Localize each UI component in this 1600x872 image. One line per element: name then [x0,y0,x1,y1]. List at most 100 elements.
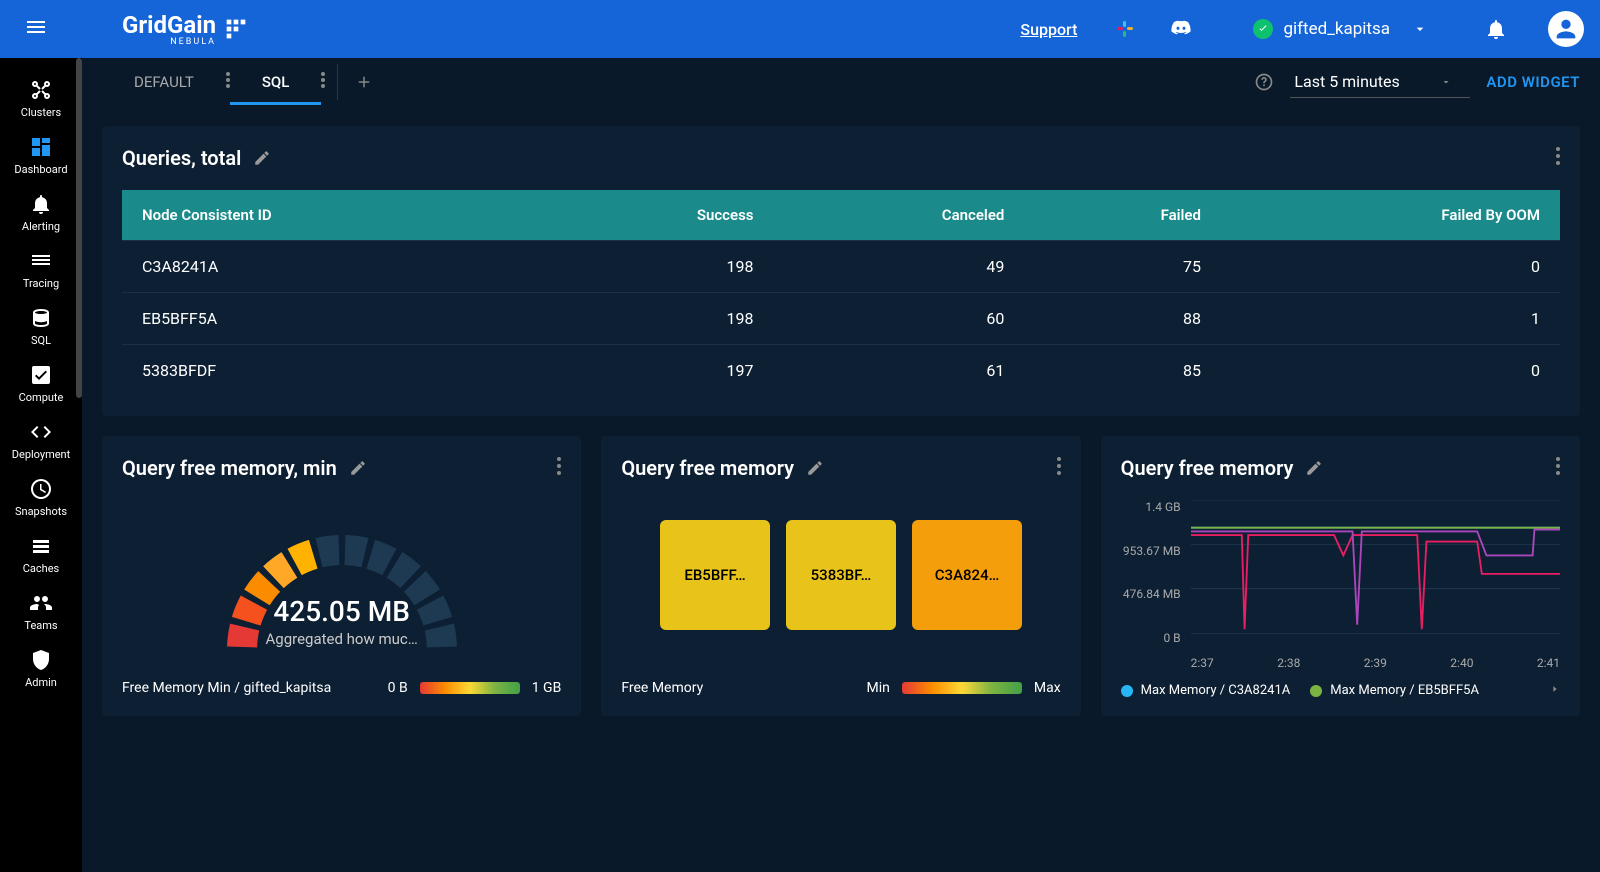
clusters-icon [29,78,53,102]
table-cell: 5383BFDF [122,345,537,397]
table-cell: 49 [774,241,1025,293]
table-cell: 1 [1221,293,1560,345]
legend-dot [1310,685,1322,697]
compute-icon [29,363,53,387]
table-cell: 75 [1024,241,1221,293]
user-avatar[interactable] [1548,11,1584,47]
table-cell: 88 [1024,293,1221,345]
table-header: Node Consistent ID [122,190,537,241]
legend-label: Max Memory / EB5BFF5A [1330,683,1479,698]
sidebar-item-caches[interactable]: Caches [8,526,74,583]
panel-menu-icon[interactable] [1556,147,1560,169]
table-header: Canceled [774,190,1025,241]
legend-more-icon[interactable] [1550,683,1560,698]
y-axis-label: 1.4 GB [1121,500,1181,514]
panel-title: Query free memory [1121,456,1294,480]
dashboard-icon [29,135,53,159]
edit-icon[interactable] [253,149,271,167]
edit-icon[interactable] [1305,459,1323,477]
notifications-icon[interactable] [1484,17,1508,41]
x-axis-label: 2:40 [1450,656,1473,670]
sidebar-item-label: Caches [23,562,59,575]
heatmap-tile[interactable]: C3A824… [912,520,1022,630]
sidebar-item-label: SQL [31,334,51,347]
chevron-down-icon [1440,76,1452,88]
sidebar-item-label: Clusters [21,106,61,119]
panel-menu-icon[interactable] [1057,457,1061,479]
panel-menu-icon[interactable] [1556,457,1560,479]
cluster-name: gifted_kapitsa [1283,19,1390,39]
gauge-panel: Query free memory, min 425.05 MB Aggrega… [102,436,581,716]
heatmap-panel: Query free memory EB5BFF…5383BF…C3A824… … [601,436,1080,716]
gauge-value: 425.05 MB [202,595,482,628]
y-axis-label: 953.67 MB [1121,544,1181,558]
teams-icon [29,591,53,615]
table-cell: 0 [1221,241,1560,293]
sidebar-item-label: Snapshots [15,505,67,518]
tabs-row: DEFAULT SQL Last 5 minutes ADD WIDGET [82,58,1600,106]
table-cell: EB5BFF5A [122,293,537,345]
table-cell: 198 [537,293,773,345]
caches-icon [29,534,53,558]
sidebar-item-tracing[interactable]: Tracing [8,241,74,298]
sidebar-item-deployment[interactable]: Deployment [8,412,74,469]
add-tab-button[interactable] [337,64,373,100]
gauge-foot-min: 0 B [388,680,408,696]
sidebar-item-admin[interactable]: Admin [8,640,74,697]
legend-dot [1121,685,1133,697]
table-header-row: Node Consistent IDSuccessCanceledFailedF… [122,190,1560,241]
sidebar-item-sql[interactable]: SQL [8,298,74,355]
shield-icon [29,648,53,672]
time-range-label: Last 5 minutes [1294,72,1399,91]
table-cell: 85 [1024,345,1221,397]
sidebar: Clusters Dashboard Alerting Tracing SQL Compu… [0,58,82,872]
sidebar-item-clusters[interactable]: Clusters [8,70,74,127]
edit-icon[interactable] [349,459,367,477]
sidebar-item-label: Alerting [22,220,60,233]
heatmap-tile[interactable]: 5383BF… [786,520,896,630]
hamburger-menu[interactable] [16,7,56,51]
time-range-select[interactable]: Last 5 minutes [1290,66,1470,98]
help-icon[interactable] [1254,72,1274,92]
support-link[interactable]: Support [1020,20,1077,39]
edit-icon[interactable] [806,459,824,477]
add-widget-button[interactable]: ADD WIDGET [1486,73,1580,91]
sidebar-scrollbar[interactable] [76,58,82,398]
sidebar-item-snapshots[interactable]: Snapshots [8,469,74,526]
tab-menu-icon[interactable] [321,72,325,92]
discord-icon[interactable] [1169,17,1193,41]
table-row: EB5BFF5A19860881 [122,293,1560,345]
table-cell: 0 [1221,345,1560,397]
chart-legend: Max Memory / C3A8241AMax Memory / EB5BFF… [1121,683,1560,698]
sidebar-item-label: Tracing [23,277,59,290]
main-content: DEFAULT SQL Last 5 minutes ADD WIDGET Que… [82,58,1600,872]
line-chart-panel: Query free memory 1.4 GB953.67 MB476.84 … [1101,436,1580,716]
tab-default[interactable]: DEFAULT [102,59,226,105]
table-cell: 61 [774,345,1025,397]
tab-label: SQL [262,73,290,91]
x-axis-label: 2:41 [1537,656,1560,670]
table-cell: 198 [537,241,773,293]
topbar: GridGain NEBULA Support gifted_kapitsa [0,0,1600,58]
gauge-chart: 425.05 MB Aggregated how muc… [202,500,482,660]
heatmap-foot-max: Max [1034,680,1061,696]
sidebar-item-label: Deployment [12,448,70,461]
table-header: Success [537,190,773,241]
heatmap-tile[interactable]: EB5BFF… [660,520,770,630]
sidebar-item-teams[interactable]: Teams [8,583,74,640]
cluster-selector[interactable]: gifted_kapitsa [1237,11,1444,47]
sidebar-item-compute[interactable]: Compute [8,355,74,412]
tab-label: DEFAULT [134,73,194,91]
brand-name: GridGain [122,11,216,39]
x-axis-label: 2:39 [1364,656,1387,670]
slack-icon[interactable] [1113,17,1137,41]
logo[interactable]: GridGain NEBULA [122,11,250,47]
tab-sql[interactable]: SQL [230,59,322,105]
clock-icon [29,477,53,501]
gauge-foot-max: 1 GB [532,680,562,696]
sidebar-item-alerting[interactable]: Alerting [8,184,74,241]
sidebar-item-dashboard[interactable]: Dashboard [8,127,74,184]
panel-menu-icon[interactable] [557,457,561,479]
tracing-icon [29,249,53,273]
bell-icon [29,192,53,216]
